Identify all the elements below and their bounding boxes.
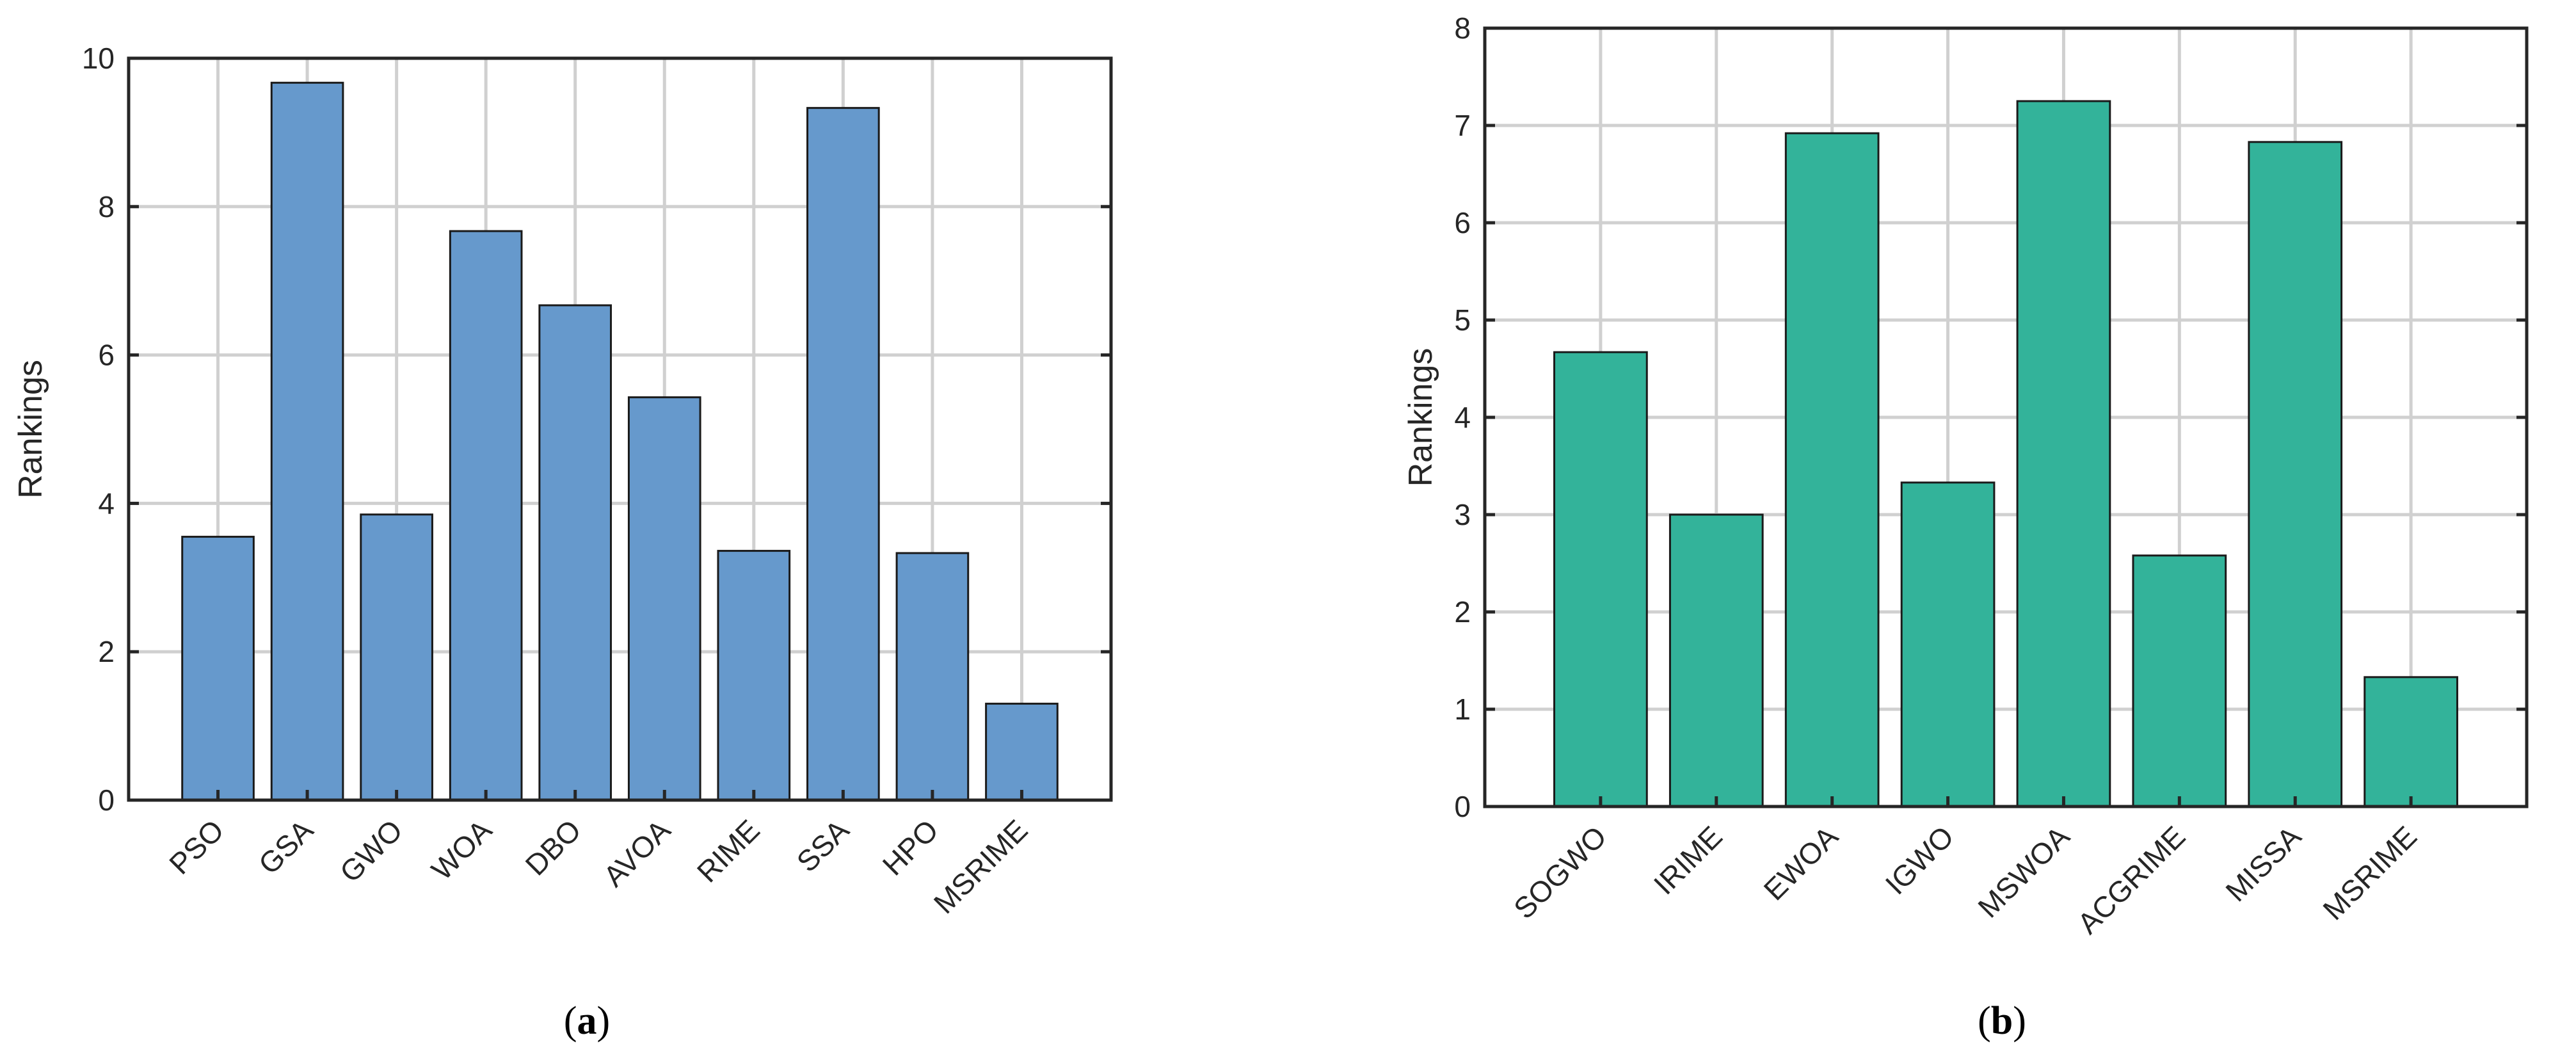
y-tick-label: 8 [1454,12,1471,45]
y-tick-label: 4 [98,486,115,520]
x-tick-label: MSWOA [1971,819,2076,924]
y-tick-label: 2 [98,635,115,668]
bar-mswoa [2016,100,2111,808]
bar-pso [181,536,255,801]
chart-panel-a: 0 2 4 6 8 10 PSO GSA GWO WOA DBO AVOA RIME SSA HPOMSRI… [12,42,1113,1043]
y-tick-label: 0 [1454,790,1471,823]
axes-frame [127,56,1113,802]
x-tick-label: SSA [790,813,856,878]
y-tick-label: 1 [1454,693,1471,726]
bar-rime [717,550,791,801]
y-tick-label: 7 [1454,109,1471,142]
x-tick-label: GWO [333,813,409,888]
bar-igwo [1900,481,1996,808]
bar-ewoa [1784,132,1880,808]
x-tick-label: IRIME [1647,819,1729,901]
bar-hpo [895,552,970,801]
bar-ssa [806,107,880,801]
x-tick-label: SOGWO [1507,819,1613,925]
x-tick-label: DBO [519,813,588,881]
y-tick-label: 10 [82,42,115,75]
bar-msrime [985,702,1059,801]
x-tick-label: MSRIME [927,813,1034,920]
bar-irime [1668,513,1764,808]
panel-label: (b) [1978,999,2026,1043]
x-tick-label: RIME [691,813,766,888]
x-tick-label: HPO [876,813,945,881]
x-tick-label: WOA [425,813,499,887]
y-tick-label: 4 [1454,401,1471,434]
y-tick-label: 8 [98,190,115,223]
bar-dbo [538,304,612,801]
y-tick-label: 6 [1454,206,1471,239]
panel-label: (a) [564,999,610,1043]
y-axis-label: Rankings [12,360,49,499]
bar-gwo [360,513,433,801]
bar-sogwo [1553,351,1648,808]
y-tick-label: 0 [98,783,115,817]
x-tick-label: MSRIME [2316,819,2423,926]
y-tick-label: 2 [1454,595,1471,629]
x-tick-label: AVOA [597,813,677,893]
bar-acgrime [2132,554,2227,808]
x-tick-label: GSA [252,813,320,881]
bar-msrime [2364,676,2458,808]
y-axis-label: Rankings [1402,348,1439,487]
bar-missa [2248,141,2343,808]
y-tick-label: 3 [1454,498,1471,531]
y-tick-label: 6 [98,339,115,372]
x-tick-label: ACGRIME [2071,819,2192,940]
bar-woa [449,230,523,801]
x-tick-label: PSO [163,813,230,880]
bar-gsa [270,81,344,801]
bar-avoa [627,396,701,801]
x-tick-label: IGWO [1879,819,1960,901]
y-tick-label: 5 [1454,303,1471,337]
x-tick-label: EWOA [1757,819,1844,906]
x-tick-label: MISSA [2219,819,2307,908]
